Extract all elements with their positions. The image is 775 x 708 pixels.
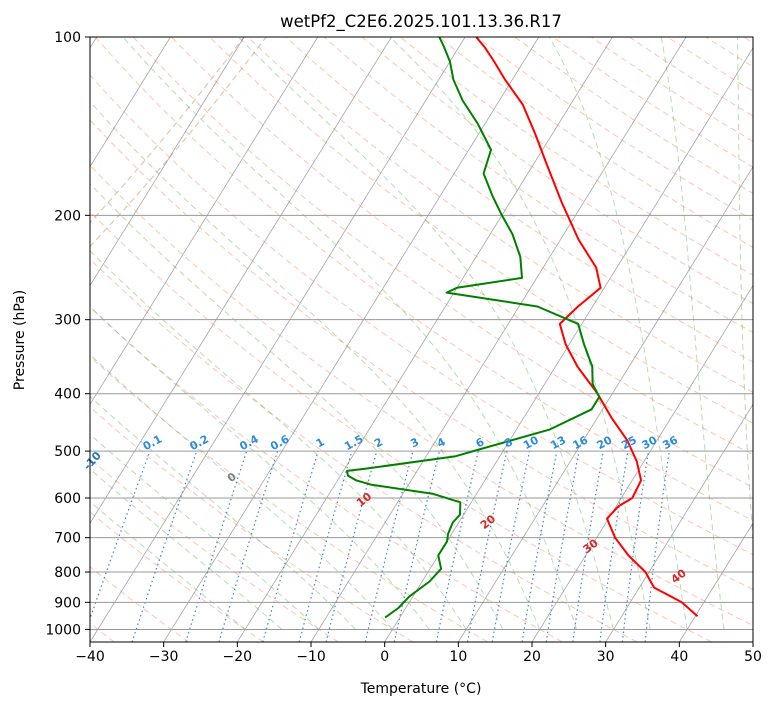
mixing-ratio-label: 10 — [521, 433, 541, 452]
dry-adiabat — [90, 211, 712, 642]
mixing-ratio-label: 36 — [660, 433, 680, 452]
x-tick-label: −20 — [223, 649, 253, 665]
dry-adiabat — [90, 258, 638, 642]
moist-adiabat — [238, 37, 614, 630]
isotherm — [236, 37, 613, 642]
y-tick-label: 400 — [54, 387, 81, 403]
isotherm — [90, 37, 171, 168]
dry-adiabat — [171, 37, 753, 456]
dry-adiabat — [323, 37, 753, 334]
moist-adiabat — [90, 395, 356, 630]
isotherm — [310, 37, 687, 642]
mixing-ratio-label: 30 — [640, 433, 660, 452]
moist-adiabat — [90, 433, 320, 630]
dry-adiabat — [285, 37, 753, 363]
moist-adiabat — [90, 100, 541, 630]
x-tick-label: 50 — [744, 649, 762, 665]
x-tick-label: 10 — [449, 649, 467, 665]
y-tick-label: 600 — [54, 491, 81, 507]
moist-adiabat — [90, 305, 430, 630]
moist-adiabat — [90, 353, 393, 630]
isotherm — [678, 522, 753, 642]
y-tick-label: 300 — [54, 313, 81, 329]
mixing-ratio-label: 16 — [571, 433, 591, 452]
moist-adiabat — [737, 37, 753, 547]
x-tick-label: −40 — [75, 649, 105, 665]
isotherm — [457, 165, 753, 642]
y-tick-label: 100 — [54, 30, 81, 46]
moist-adiabat — [90, 183, 504, 630]
chart-title: wetPf2_C2E6.2025.101.13.36.R17 — [280, 12, 562, 32]
x-tick-label: −30 — [149, 649, 179, 665]
x-tick-label: 30 — [597, 649, 615, 665]
dry-adiabat — [90, 306, 563, 642]
mixing-ratio-line — [521, 450, 558, 642]
mixing-ratio-line — [218, 450, 279, 642]
mixing-ratio-label: 20 — [595, 433, 615, 452]
mixing-ratio-label: 13 — [548, 433, 568, 452]
isotherm — [605, 403, 753, 642]
mixing-ratio-line — [491, 450, 531, 642]
dry-adiabat — [90, 355, 488, 642]
moist-adiabat — [122, 37, 578, 630]
mixing-ratio-line — [545, 450, 580, 642]
moist-adiabat — [548, 37, 688, 630]
mixing-ratio-line — [262, 450, 319, 642]
moist-adiabat — [90, 249, 467, 630]
dewpoint-profile — [346, 37, 601, 619]
x-tick-label: 0 — [380, 649, 389, 665]
mixing-ratio-line — [185, 450, 248, 642]
plot-frame — [89, 36, 754, 643]
mixing-ratio-line — [599, 450, 629, 642]
profile-lines — [346, 37, 699, 619]
y-tick-label: 900 — [54, 595, 81, 611]
isotherm — [531, 284, 753, 642]
mixing-ratio-line — [644, 451, 670, 642]
dry-adiabat — [90, 119, 753, 591]
mixing-ratio-line — [572, 450, 604, 642]
moist-adiabat — [660, 37, 725, 630]
y-tick-label: 800 — [54, 565, 81, 581]
x-axis-label: Temperature (°C) — [360, 681, 482, 697]
mixing-ratio-line — [466, 450, 508, 642]
dry-adiabat — [90, 511, 264, 642]
dry-adiabat — [90, 164, 753, 627]
mixing-ratio-line — [621, 451, 650, 642]
dry-adiabat — [90, 458, 339, 642]
dry-adiabat — [132, 37, 753, 488]
background-lines — [90, 37, 753, 642]
dry-adiabat — [90, 566, 190, 642]
y-tick-label: 1000 — [45, 622, 81, 638]
x-tick-label: −10 — [296, 649, 326, 665]
temperature-profile — [475, 37, 699, 617]
moist-adiabat — [90, 468, 283, 630]
x-tick-label: 20 — [523, 649, 541, 665]
y-tick-label: 200 — [54, 208, 81, 224]
axes: −40 −30 −20 −10 0 10 20 30 40 50 100 200 300 400 500 60… — [45, 30, 762, 665]
isotherm — [90, 37, 466, 642]
mixing-ratio-label: 25 — [619, 433, 639, 452]
dry-adiabat — [94, 37, 753, 522]
isotherm — [90, 37, 319, 406]
x-tick-label: 40 — [670, 649, 688, 665]
isotherm — [90, 37, 245, 287]
y-tick-label: 700 — [54, 531, 81, 547]
isotherm — [90, 37, 392, 524]
mixing-ratio-line — [131, 450, 198, 642]
moist-adiabat — [389, 37, 651, 630]
isotherm — [163, 37, 540, 642]
y-tick-label: 500 — [54, 444, 81, 460]
y-axis-label: Pressure (hPa) — [12, 290, 28, 390]
